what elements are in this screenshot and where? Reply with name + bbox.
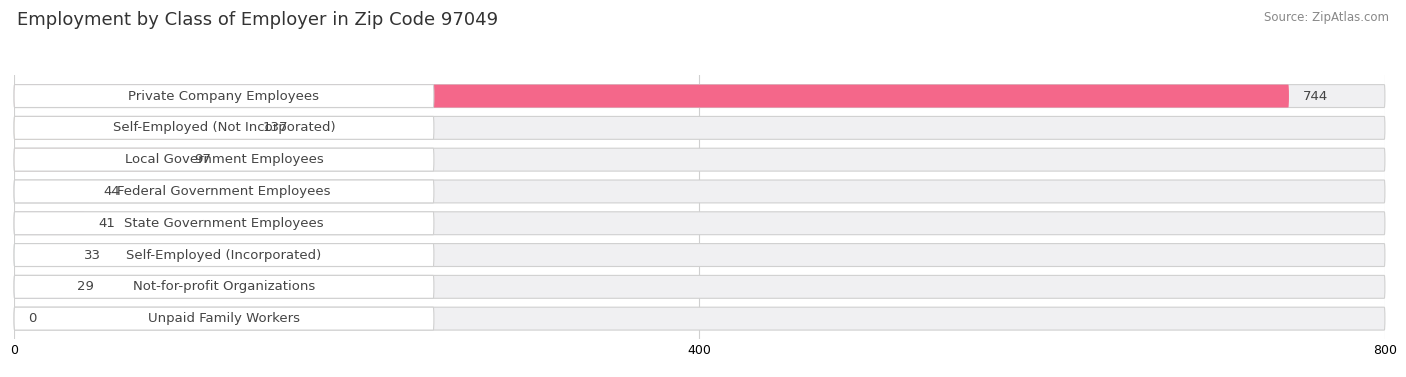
FancyBboxPatch shape [14,84,434,107]
Text: State Government Employees: State Government Employees [124,217,323,230]
FancyBboxPatch shape [14,307,1385,330]
Text: Self-Employed (Incorporated): Self-Employed (Incorporated) [127,248,322,262]
FancyBboxPatch shape [14,212,84,235]
Text: 137: 137 [263,121,288,134]
Text: 97: 97 [194,153,211,166]
FancyBboxPatch shape [14,116,249,139]
FancyBboxPatch shape [14,275,1385,298]
Text: 44: 44 [103,185,120,198]
FancyBboxPatch shape [14,275,63,298]
FancyBboxPatch shape [14,84,1385,107]
FancyBboxPatch shape [14,212,434,235]
Text: 33: 33 [84,248,101,262]
FancyBboxPatch shape [14,244,70,267]
FancyBboxPatch shape [14,180,90,203]
Text: Source: ZipAtlas.com: Source: ZipAtlas.com [1264,11,1389,24]
Text: Federal Government Employees: Federal Government Employees [117,185,330,198]
FancyBboxPatch shape [14,244,434,267]
FancyBboxPatch shape [14,180,1385,203]
FancyBboxPatch shape [14,212,1385,235]
Text: 0: 0 [28,312,37,325]
Text: Not-for-profit Organizations: Not-for-profit Organizations [132,280,315,293]
FancyBboxPatch shape [14,84,1289,107]
FancyBboxPatch shape [14,148,434,171]
FancyBboxPatch shape [14,244,1385,267]
Text: Unpaid Family Workers: Unpaid Family Workers [148,312,299,325]
FancyBboxPatch shape [14,275,434,298]
Text: Employment by Class of Employer in Zip Code 97049: Employment by Class of Employer in Zip C… [17,11,498,29]
FancyBboxPatch shape [14,116,1385,139]
FancyBboxPatch shape [14,180,434,203]
Text: 29: 29 [77,280,94,293]
Text: 744: 744 [1303,90,1327,103]
Text: Private Company Employees: Private Company Employees [128,90,319,103]
Text: 41: 41 [98,217,115,230]
Text: Local Government Employees: Local Government Employees [125,153,323,166]
FancyBboxPatch shape [14,307,434,330]
FancyBboxPatch shape [14,148,1385,171]
FancyBboxPatch shape [14,148,180,171]
Text: Self-Employed (Not Incorporated): Self-Employed (Not Incorporated) [112,121,335,134]
FancyBboxPatch shape [14,116,434,139]
